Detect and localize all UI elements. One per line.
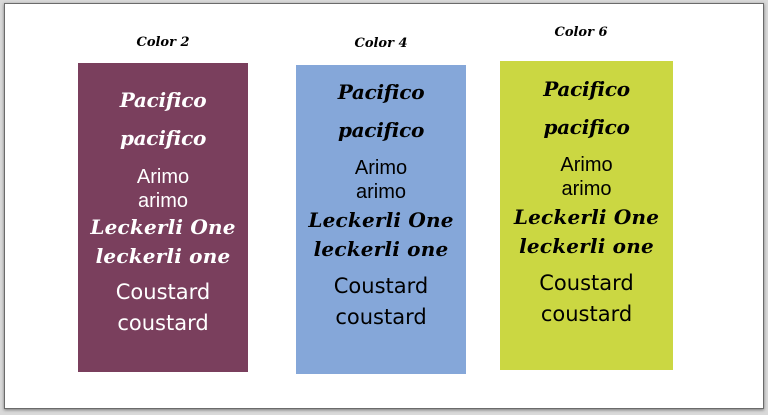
arimo-lower-text: arimo <box>137 190 188 212</box>
color-4-label: Color 4 <box>354 36 408 51</box>
color-4-card: Pacifico pacifico Arimo arimo Leckerli O… <box>296 65 466 374</box>
pacifico-title-text: Pacifico <box>119 88 207 112</box>
pacifico-title-text: Pacifico <box>337 80 425 104</box>
coustard-title-text: Coustard <box>333 274 429 298</box>
coustard-title-text: Coustard <box>115 280 211 304</box>
color-2-card: Pacifico pacifico Arimo arimo Leckerli O… <box>78 63 248 372</box>
leckerli-lower-text: leckerli one <box>519 234 654 258</box>
color-6-card: Pacifico pacifico Arimo arimo Leckerli O… <box>500 61 673 370</box>
coustard-lower-text: coustard <box>540 302 633 326</box>
leckerli-title-text: Leckerli One <box>90 215 236 239</box>
color-6-label: Color 6 <box>554 25 608 40</box>
leckerli-lower-text: leckerli one <box>313 237 449 261</box>
leckerli-lower-text: leckerli one <box>95 244 231 268</box>
arimo-title-text: Arimo <box>560 154 613 176</box>
pacifico-lower-text: pacifico <box>119 126 207 150</box>
leckerli-title-text: Leckerli One <box>513 205 660 229</box>
pacifico-title-text: Pacifico <box>543 77 630 101</box>
coustard-lower-text: coustard <box>117 311 209 335</box>
pacifico-lower-text: pacifico <box>543 115 630 139</box>
leckerli-title-text: Leckerli One <box>308 208 454 232</box>
arimo-lower-text: arimo <box>355 181 406 203</box>
coustard-lower-text: coustard <box>335 305 427 329</box>
pacifico-lower-text: pacifico <box>337 118 425 142</box>
coustard-title-text: Coustard <box>539 271 634 295</box>
arimo-title-text: Arimo <box>136 166 190 188</box>
color-2-label: Color 2 <box>136 35 190 50</box>
arimo-lower-text: arimo <box>561 178 612 200</box>
arimo-title-text: Arimo <box>354 157 408 179</box>
